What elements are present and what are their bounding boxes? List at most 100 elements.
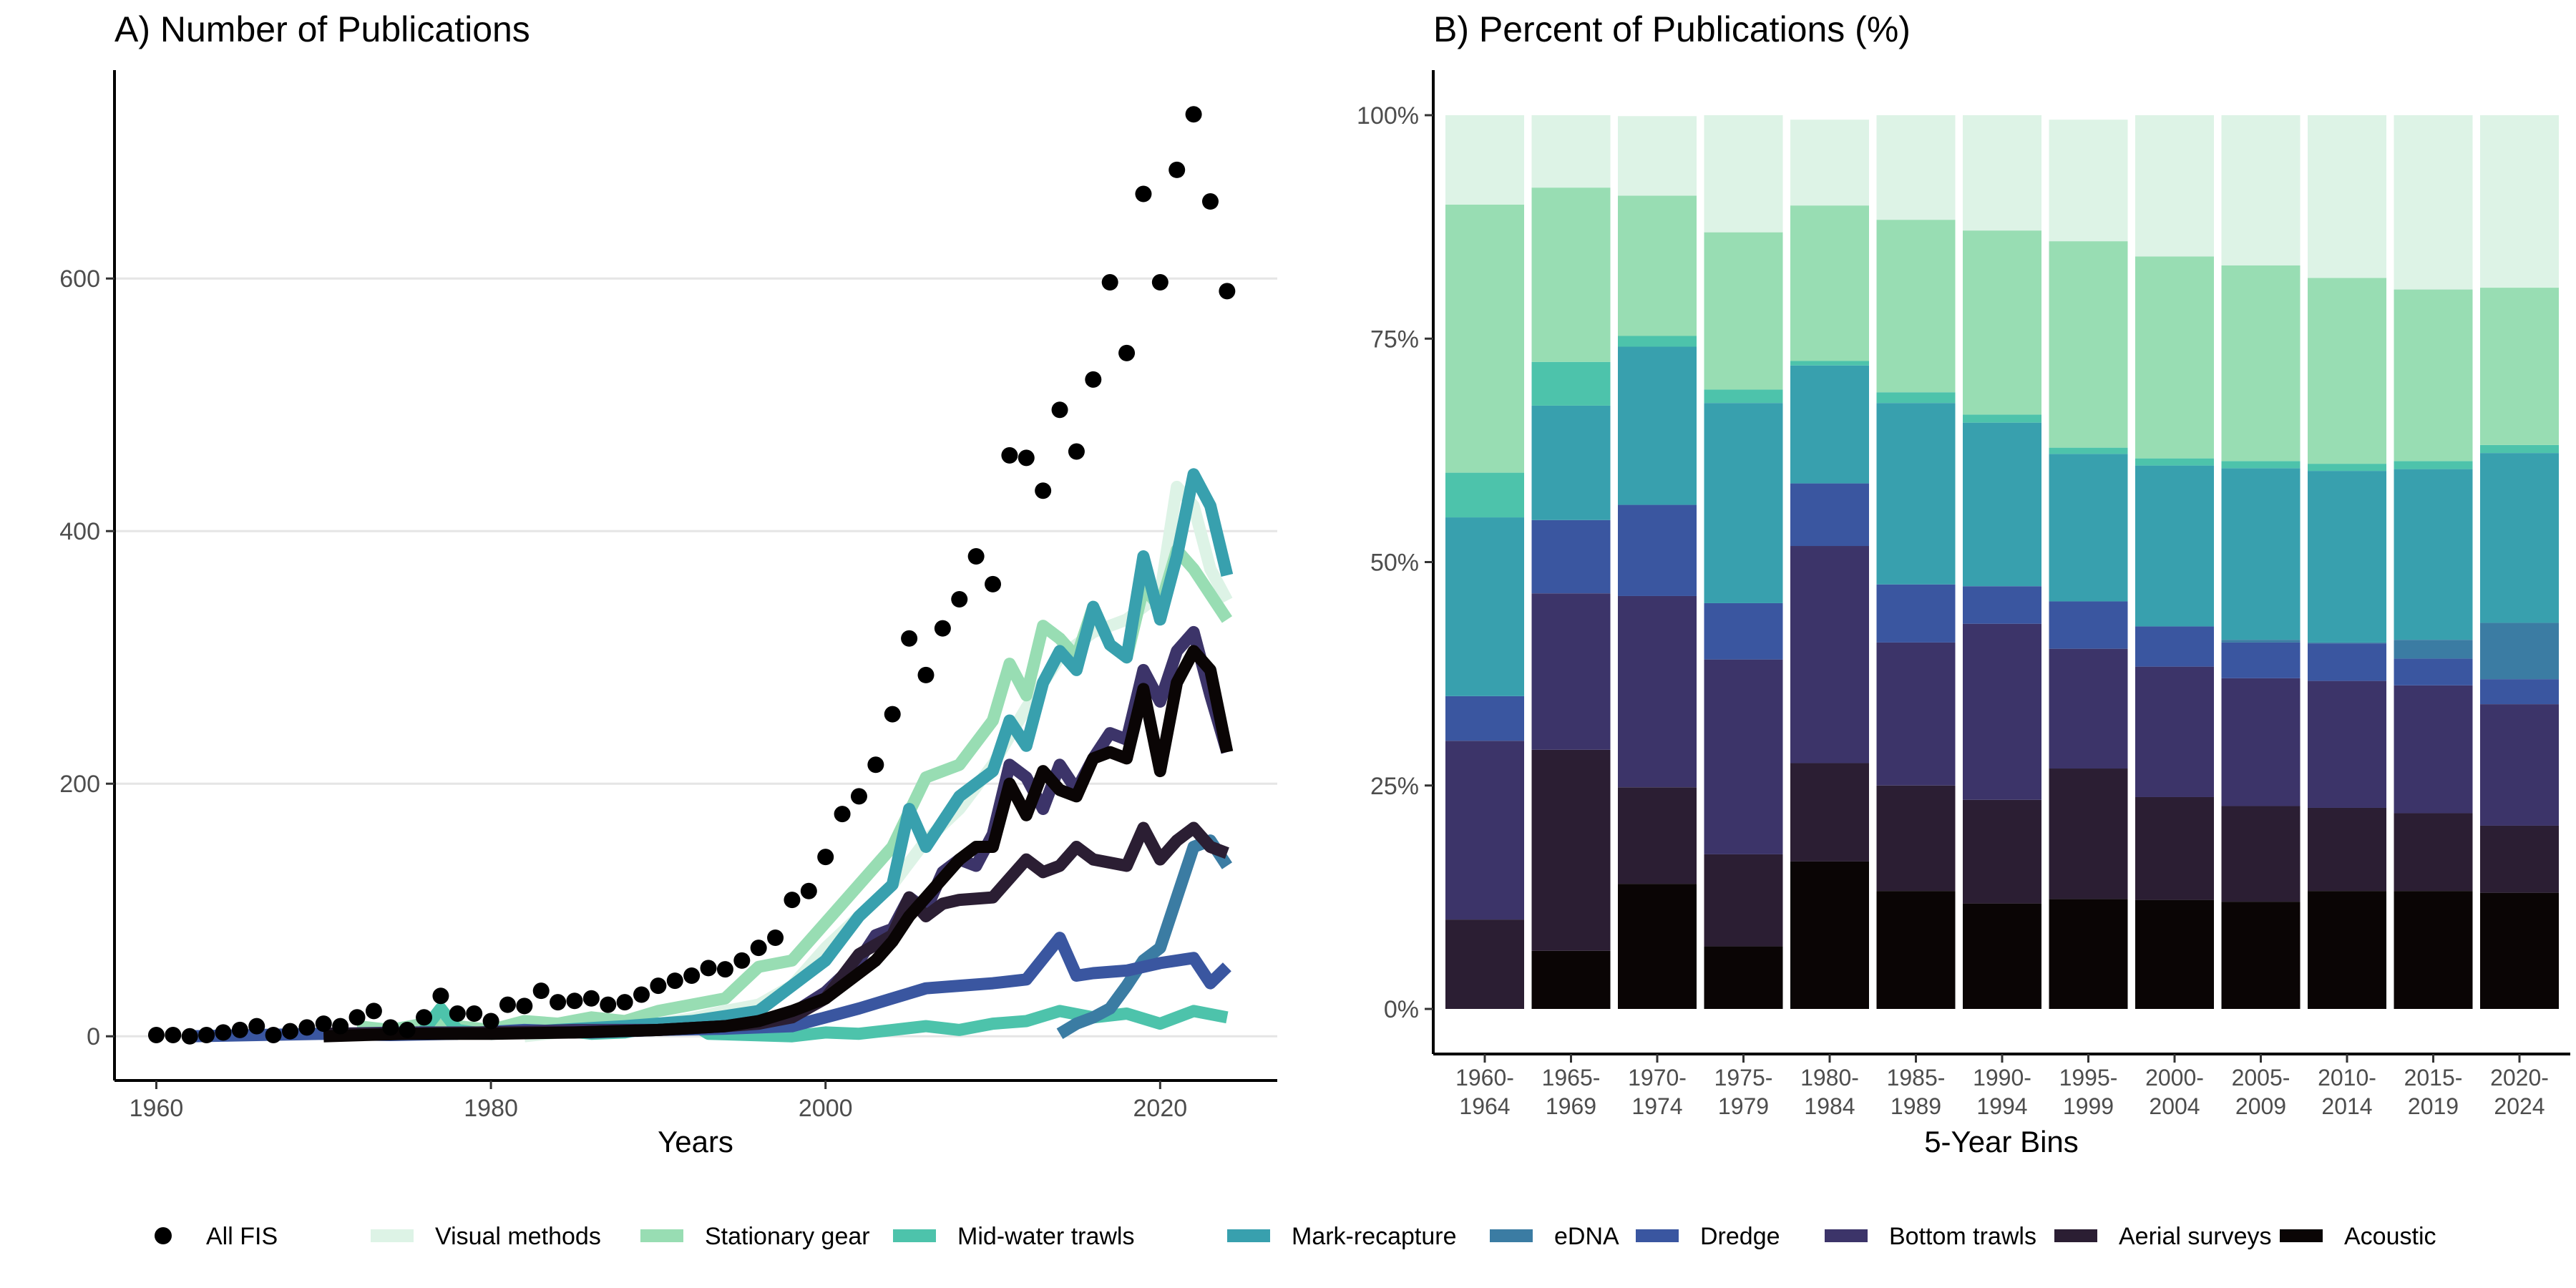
all-fis-point [733,952,751,969]
all-fis-point [466,1005,483,1022]
bar-segment-dredge [1618,504,1697,596]
y-tick-label: 0% [1384,996,1419,1023]
bar-segment-mid-water-trawls [1876,392,1956,404]
all-fis-point [499,996,516,1013]
all-fis-point [800,882,817,899]
all-fis-point [1068,443,1085,460]
bar-segment-acoustic [2480,892,2559,1009]
bar-segment-mark-recapture [1876,403,1956,585]
x-tick-label: 2005- [2232,1065,2290,1091]
bar-segment-stationary-gear [2135,256,2214,459]
x-tick-label: 2024 [2494,1093,2545,1119]
bar-segment-bottom-trawls [2394,685,2473,814]
bar-segment-acoustic [2394,891,2473,1009]
bar-segment-edna [2221,640,2301,643]
y-tick-label: 25% [1370,773,1419,800]
legend-item-all-fis: All FIS [155,1223,278,1250]
panel-b-stacked-bars [1445,115,2559,1009]
bar-segment-stationary-gear [1790,205,1869,361]
bar-stack [1876,115,1956,1009]
x-tick-label: 2009 [2235,1093,2286,1119]
all-fis-point [633,986,650,1003]
bar-segment-acoustic [1790,861,1869,1009]
all-fis-point [215,1024,232,1041]
panel-a-x-label: Years [658,1125,733,1158]
x-tick-label: 1989 [1890,1093,1941,1119]
legend: All FIS Visual methods Stationary gear Mid-… [155,1223,2436,1250]
legend-label: Stationary gear [705,1223,870,1250]
all-fis-point [700,960,717,977]
all-fis-point [650,977,667,995]
all-fis-point [198,1026,215,1043]
bar-stack [2308,115,2386,1009]
all-fis-point [716,961,733,978]
all-fis-point [382,1019,399,1036]
bar-segment-bottom-trawls [2049,648,2128,769]
panel-a: A) Number of Publications 0 200 400 600 196… [59,9,1277,1158]
bar-segment-mark-recapture [1963,422,2041,587]
bar-segment-bottom-trawls [1876,642,1956,786]
bar-segment-acoustic [1963,903,2041,1009]
x-tick-label: 2000- [2145,1065,2204,1091]
all-fis-point [315,1015,332,1033]
bar-segment-acoustic [1876,891,1956,1009]
bar-segment-acoustic [2308,891,2386,1009]
bar-segment-mid-water-trawls [2049,447,2128,454]
bar-segment-stationary-gear [2394,289,2473,462]
bar-segment-mid-water-trawls [1790,361,1869,366]
bar-segment-visual-methods [2049,119,2128,242]
bar-stack [2394,115,2473,1009]
bar-segment-mid-water-trawls [1963,414,2041,423]
panel-b-x-ticks: 1960-1964 1965-1969 1970-1974 1975-1979 1980… [1455,1054,2549,1119]
bar-segment-aerial-surveys [1445,919,1524,1009]
bar-segment-visual-methods [1876,115,1956,220]
all-fis-point [147,1026,165,1043]
bar-segment-mark-recapture [2221,468,2301,640]
legend-item-aerial-surveys: Aerial surveys [2054,1223,2272,1250]
all-fis-point [248,1018,265,1035]
all-fis-point [432,987,449,1005]
bar-segment-mark-recapture [1704,403,1783,603]
all-fis-point [1151,274,1169,291]
bar-segment-stationary-gear [1445,204,1524,473]
bar-segment-visual-methods [2394,115,2473,290]
bar-stack [2135,115,2214,1009]
all-fis-point [348,1009,366,1026]
legend-label: Mid-water trawls [957,1223,1134,1250]
all-fis-point [265,1026,282,1043]
legend-label: Acoustic [2344,1223,2436,1250]
x-tick-label: 2019 [2408,1093,2459,1119]
all-fis-point [817,849,834,866]
bar-segment-visual-methods [2221,115,2301,265]
x-tick-label: 2004 [2149,1093,2200,1119]
x-tick-label: 2015- [2404,1065,2463,1091]
legend-label: Visual methods [435,1223,601,1250]
x-tick-label: 1994 [1976,1093,2027,1119]
bar-stack [1704,115,1783,1009]
bar-segment-dredge [1445,696,1524,741]
legend-label: eDNA [1554,1223,1619,1250]
all-fis-point [666,972,683,990]
legend-label: Mark-recapture [1292,1223,1457,1250]
bar-stack [2480,115,2559,1009]
bar-segment-visual-methods [2135,115,2214,257]
panel-b-title: B) Percent of Publications (%) [1433,9,1911,49]
bar-segment-aerial-surveys [2480,825,2559,893]
x-tick-label: 1974 [1631,1093,1682,1119]
bar-stack [2221,115,2301,1009]
all-fis-point [399,1021,416,1038]
all-fis-point [616,994,633,1011]
all-fis-point [934,620,951,637]
all-fis-point [1051,401,1068,419]
all-fis-point [1185,106,1202,123]
all-fis-point [181,1028,198,1045]
x-tick-label: 1969 [1546,1093,1596,1119]
bar-segment-dredge [1531,519,1611,594]
x-tick-label: 2000 [799,1095,853,1122]
panel-b-y-ticks: 0% 25% 50% 75% 100% [1357,102,1433,1023]
bar-segment-bottom-trawls [1963,623,2041,800]
series-line-edna [1056,834,1232,1039]
all-fis-point [967,548,985,565]
bar-segment-dredge [1704,602,1783,660]
